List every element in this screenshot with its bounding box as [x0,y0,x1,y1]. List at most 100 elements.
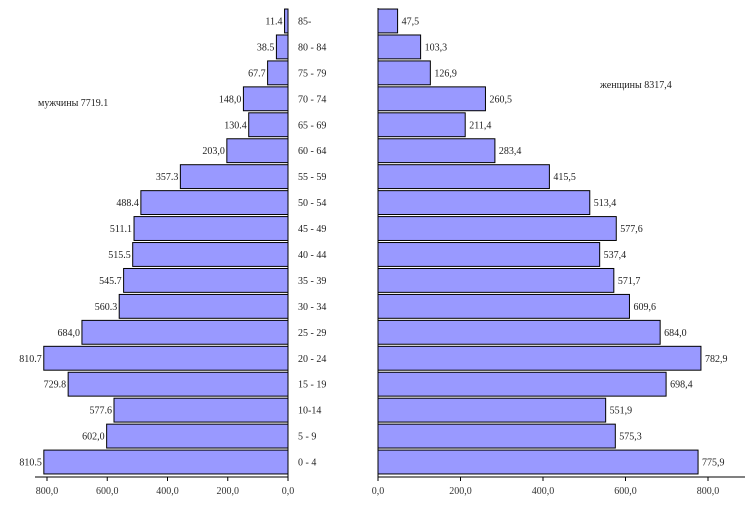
male-value-label: 130.4 [224,120,247,131]
female-series-title: женщины 8317,4 [599,80,672,91]
male-bar [118,293,289,319]
male-bar [67,371,289,397]
female-value-label: 126,9 [434,68,457,79]
age-group-label: 0 - 4 [298,458,316,469]
male-bar [284,8,289,34]
age-group-label: 40 - 44 [298,250,326,261]
male-value-label: 810.7 [19,354,42,365]
male-value-label: 203,0 [202,146,225,157]
female-value-label: 537,4 [604,250,627,261]
male-bar [43,345,289,371]
female-value-label: 260,5 [489,94,512,105]
male-bar [179,164,289,190]
female-bar [377,267,615,293]
male-value-label: 11.4 [265,16,282,27]
female-bar [377,423,616,449]
female-bar [377,293,630,319]
female-value-label: 575,3 [619,432,642,443]
female-panel: 775,9 575,3 551,9 698,4 782,9 684,0 609,6 571,7… [372,8,745,497]
male-value-label: 560.3 [95,302,118,313]
male-bar [113,397,289,423]
female-bar [377,60,431,86]
male-value-label: 38.5 [257,42,275,53]
female-bar [377,449,699,475]
female-value-label: 103,3 [425,42,448,53]
female-bar [377,164,550,190]
male-value-label: 148,0 [219,94,242,105]
female-bar [377,216,617,241]
age-group-label: 85- [298,16,311,27]
female-value-label: 283,4 [499,146,521,157]
female-bar [377,138,496,164]
male-bar [267,60,289,86]
male-axis-tick-label: 800,0 [36,486,59,497]
male-value-label: 545.7 [99,276,122,287]
age-group-label: 25 - 29 [298,328,326,339]
female-axis-tick-label: 400,0 [532,486,555,497]
age-group-label: 60 - 64 [298,146,326,157]
female-bar [377,345,702,371]
male-value-label: 488.4 [116,198,139,209]
female-bar [377,8,399,34]
female-value-label: 551,9 [610,406,633,417]
female-value-label: 571,7 [618,276,641,287]
female-bar [377,242,601,267]
male-axis-tick-label: 200,0 [217,486,240,497]
female-value-label: 513,4 [594,198,617,209]
female-value-label: 775,9 [702,458,725,469]
male-bar [81,319,289,345]
female-value-label: 577,6 [620,224,643,235]
male-axis-tick-label: 600,0 [96,486,119,497]
female-value-label: 684,0 [664,328,687,339]
female-bar [377,86,486,112]
male-value-label: 357.3 [156,172,179,183]
age-group-label: 20 - 24 [298,354,326,365]
age-group-label: 75 - 79 [298,68,326,79]
female-value-label: 211,4 [469,120,491,131]
age-group-label: 70 - 74 [298,94,326,105]
age-group-label: 5 - 9 [298,432,316,443]
age-group-label: 55 - 59 [298,172,326,183]
female-bar [377,397,607,423]
age-group-label: 30 - 34 [298,302,326,313]
male-bar [242,86,289,112]
female-axis-tick-label: 600,0 [614,486,637,497]
male-value-label: 67.7 [248,68,266,79]
male-value-label: 810.5 [19,458,42,469]
male-bar [226,138,289,164]
female-bar [377,112,466,138]
male-bar [132,242,289,267]
age-group-label: 15 - 19 [298,380,326,391]
male-axis-tick-label: 400,0 [156,486,179,497]
age-group-label: 50 - 54 [298,198,326,209]
age-group-labels: 0 - 4 5 - 9 10-14 15 - 19 20 - 24 25 - 29 30 -… [298,16,326,468]
female-value-label: 698,4 [670,380,693,391]
male-panel: 810.5 602,0 577.6 729.8 810.7 684,0 560.3 545.7… [19,8,295,497]
male-bar [248,112,289,138]
age-group-label: 35 - 39 [298,276,326,287]
male-bar [106,423,289,449]
female-value-label: 415,5 [553,172,576,183]
female-bar [377,371,667,397]
male-bar [275,34,289,60]
female-value-label: 47,5 [402,16,420,27]
female-axis-tick-label: 800,0 [697,486,720,497]
female-bar [377,190,591,216]
male-value-label: 684,0 [57,328,80,339]
female-bar [377,34,422,60]
male-bar [133,216,289,241]
female-value-label: 609,6 [633,302,656,313]
age-group-label: 45 - 49 [298,224,326,235]
age-group-label: 65 - 69 [298,120,326,131]
male-bar [123,267,289,293]
male-bar [140,190,289,216]
female-value-label: 782,9 [705,354,728,365]
male-value-label: 577.6 [89,406,112,417]
female-axis-tick-label: 200,0 [449,486,472,497]
male-axis-tick-label: 0,0 [282,486,295,497]
age-group-label: 80 - 84 [298,42,326,53]
female-bar [377,319,661,345]
female-axis-tick-label: 0,0 [372,486,385,497]
male-series-title: мужчины 7719.1 [38,98,108,109]
